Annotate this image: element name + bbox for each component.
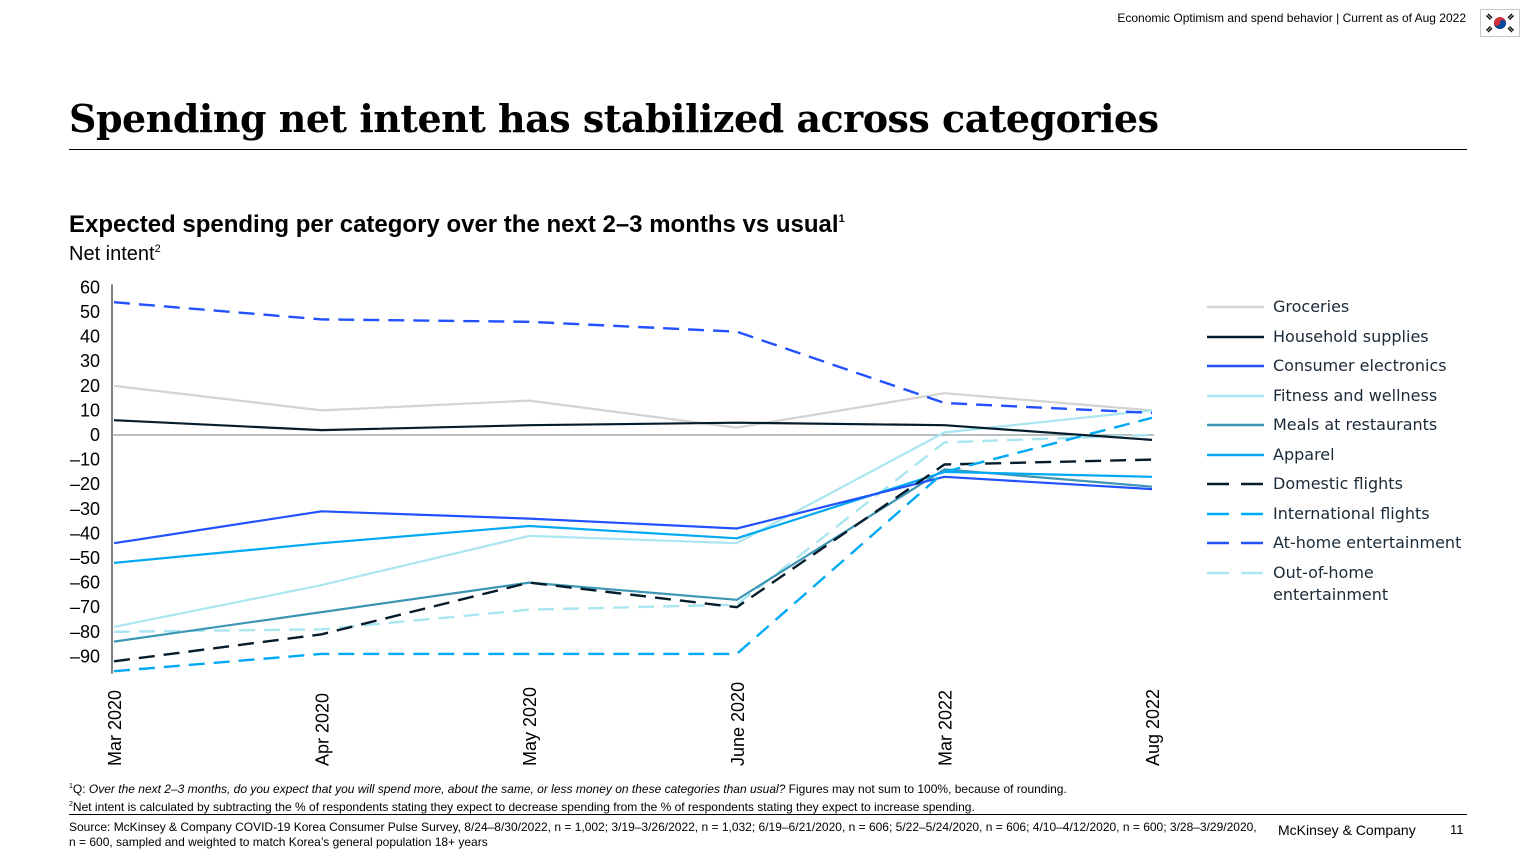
legend-swatch [1207,423,1264,427]
legend-item: Fitness and wellness [1204,385,1461,415]
y-tick-label: –70 [70,597,100,617]
legend-label: Out-of-home entertainment [1273,562,1389,604]
legend-swatch [1207,305,1264,309]
y-tick-label: 50 [80,302,100,322]
series-line-consumer-electronics [113,475,1153,545]
footnote-marker-2: 2 [69,801,73,808]
x-category-label: Mar 2020 [105,690,125,766]
footnotes: 1Q: Over the next 2–3 months, do you exp… [69,779,1169,815]
chart-title: Expected spending per category over the … [69,211,845,239]
footnote-marker-1: 1 [69,783,73,790]
y-tick-label: –80 [70,622,100,642]
legend-swatch [1207,571,1264,574]
chart-legend: Groceries Household supplies Consumer elec… [1204,296,1461,604]
y-tick-label: 30 [80,351,100,371]
legend-swatch [1207,394,1264,397]
y-tick-label: 40 [80,327,100,347]
legend-item: Out-of-home entertainment [1204,562,1461,604]
legend-item: Household supplies [1204,326,1461,356]
legend-label: Groceries [1273,297,1350,316]
legend-label: Fitness and wellness [1273,385,1438,405]
legend-label: Household supplies [1273,326,1429,346]
legend-label: Meals at restaurants [1273,415,1438,434]
legend-item: Apparel [1204,444,1461,474]
series-line-household-supplies [113,419,1153,441]
series-line-apparel [113,470,1153,564]
line-chart: 60 50 40 30 20 10 0 –10 –20 –30 –40 –50 –60 –70 –80 –90… [70,277,1163,766]
y-tick-label: –10 [70,450,100,470]
legend-swatch [1207,541,1264,545]
y-tick-label: 0 [90,425,100,445]
x-category-label: Mar 2022 [935,690,955,766]
series-line-international-flights [113,416,1153,673]
source-note: Source: McKinsey & Company COVID-19 Kore… [69,820,1257,849]
footnote-1: 1Q: Over the next 2–3 months, do you exp… [69,779,1169,797]
legend-item: At-home entertainment [1204,532,1461,562]
legend-label: Apparel [1273,444,1335,464]
series-line-fitness-and-wellness [113,409,1153,628]
y-tick-label: –20 [70,474,100,494]
legend-item: International flights [1204,503,1461,533]
footnote-1-prefix: Q: [72,782,89,796]
series-line-out-of-home-entertainment [113,433,1153,633]
legend-label: At-home entertainment [1273,533,1462,552]
legend-swatch [1207,335,1264,338]
chart-ylabel-footnote-marker: 2 [154,243,161,255]
title-divider [69,149,1467,150]
legend-item: Groceries [1204,296,1461,326]
legend-item: Consumer electronics [1204,355,1461,385]
y-tick-label: –60 [70,573,100,593]
footnote-1-question: Over the next 2–3 months, do you expect … [88,782,786,796]
series-line-at-home-entertainment [113,301,1153,415]
x-category-label: Apr 2020 [313,693,333,766]
footnote-2-text: Net intent is calculated by subtracting … [72,800,975,814]
y-tick-label: 20 [80,376,100,396]
tracker-label: Economic Optimism and spend behavior | C… [1117,11,1466,25]
page-number: 11 [1450,822,1464,837]
y-tick-label: –30 [70,499,100,519]
legend-swatch [1207,482,1264,486]
legend-swatch [1207,364,1264,368]
legend-label: Domestic flights [1273,474,1403,493]
brand-name: McKinsey & Company [1278,822,1416,838]
page-title: Spending net intent has stabilized acros… [69,96,1159,141]
series-line-domestic-flights [113,458,1153,663]
footnote-2: 2Net intent is calculated by subtracting… [69,797,1169,815]
footnote-1-suffix: Figures may not sum to 100%, because of … [785,782,1067,796]
legend-item: Meals at restaurants [1204,414,1461,444]
legend-swatch [1207,453,1264,456]
y-tick-label: 60 [80,277,100,297]
chart-ylabel-text: Net intent [69,243,155,265]
x-category-label: May 2020 [520,687,540,766]
chart-ylabel: Net intent2 [69,243,161,266]
chart-title-footnote-marker: 1 [838,213,845,225]
footer-divider [69,814,1467,815]
legend-item: Domestic flights [1204,473,1461,503]
chart-title-text: Expected spending per category over the … [69,211,839,238]
series-line-groceries [113,384,1153,429]
legend-swatch [1207,512,1264,515]
y-tick-label: –40 [70,523,100,543]
legend-label: Consumer electronics [1273,356,1447,375]
legend-label: International flights [1273,503,1430,523]
y-tick-label: –90 [70,646,100,666]
y-tick-label: 10 [80,400,100,420]
y-tick-label: –50 [70,548,100,568]
south-korea-flag-icon [1480,9,1520,37]
x-category-label: June 2020 [728,682,748,766]
series-line-meals-at-restaurants [113,468,1153,643]
x-category-label: Aug 2022 [1143,689,1163,766]
